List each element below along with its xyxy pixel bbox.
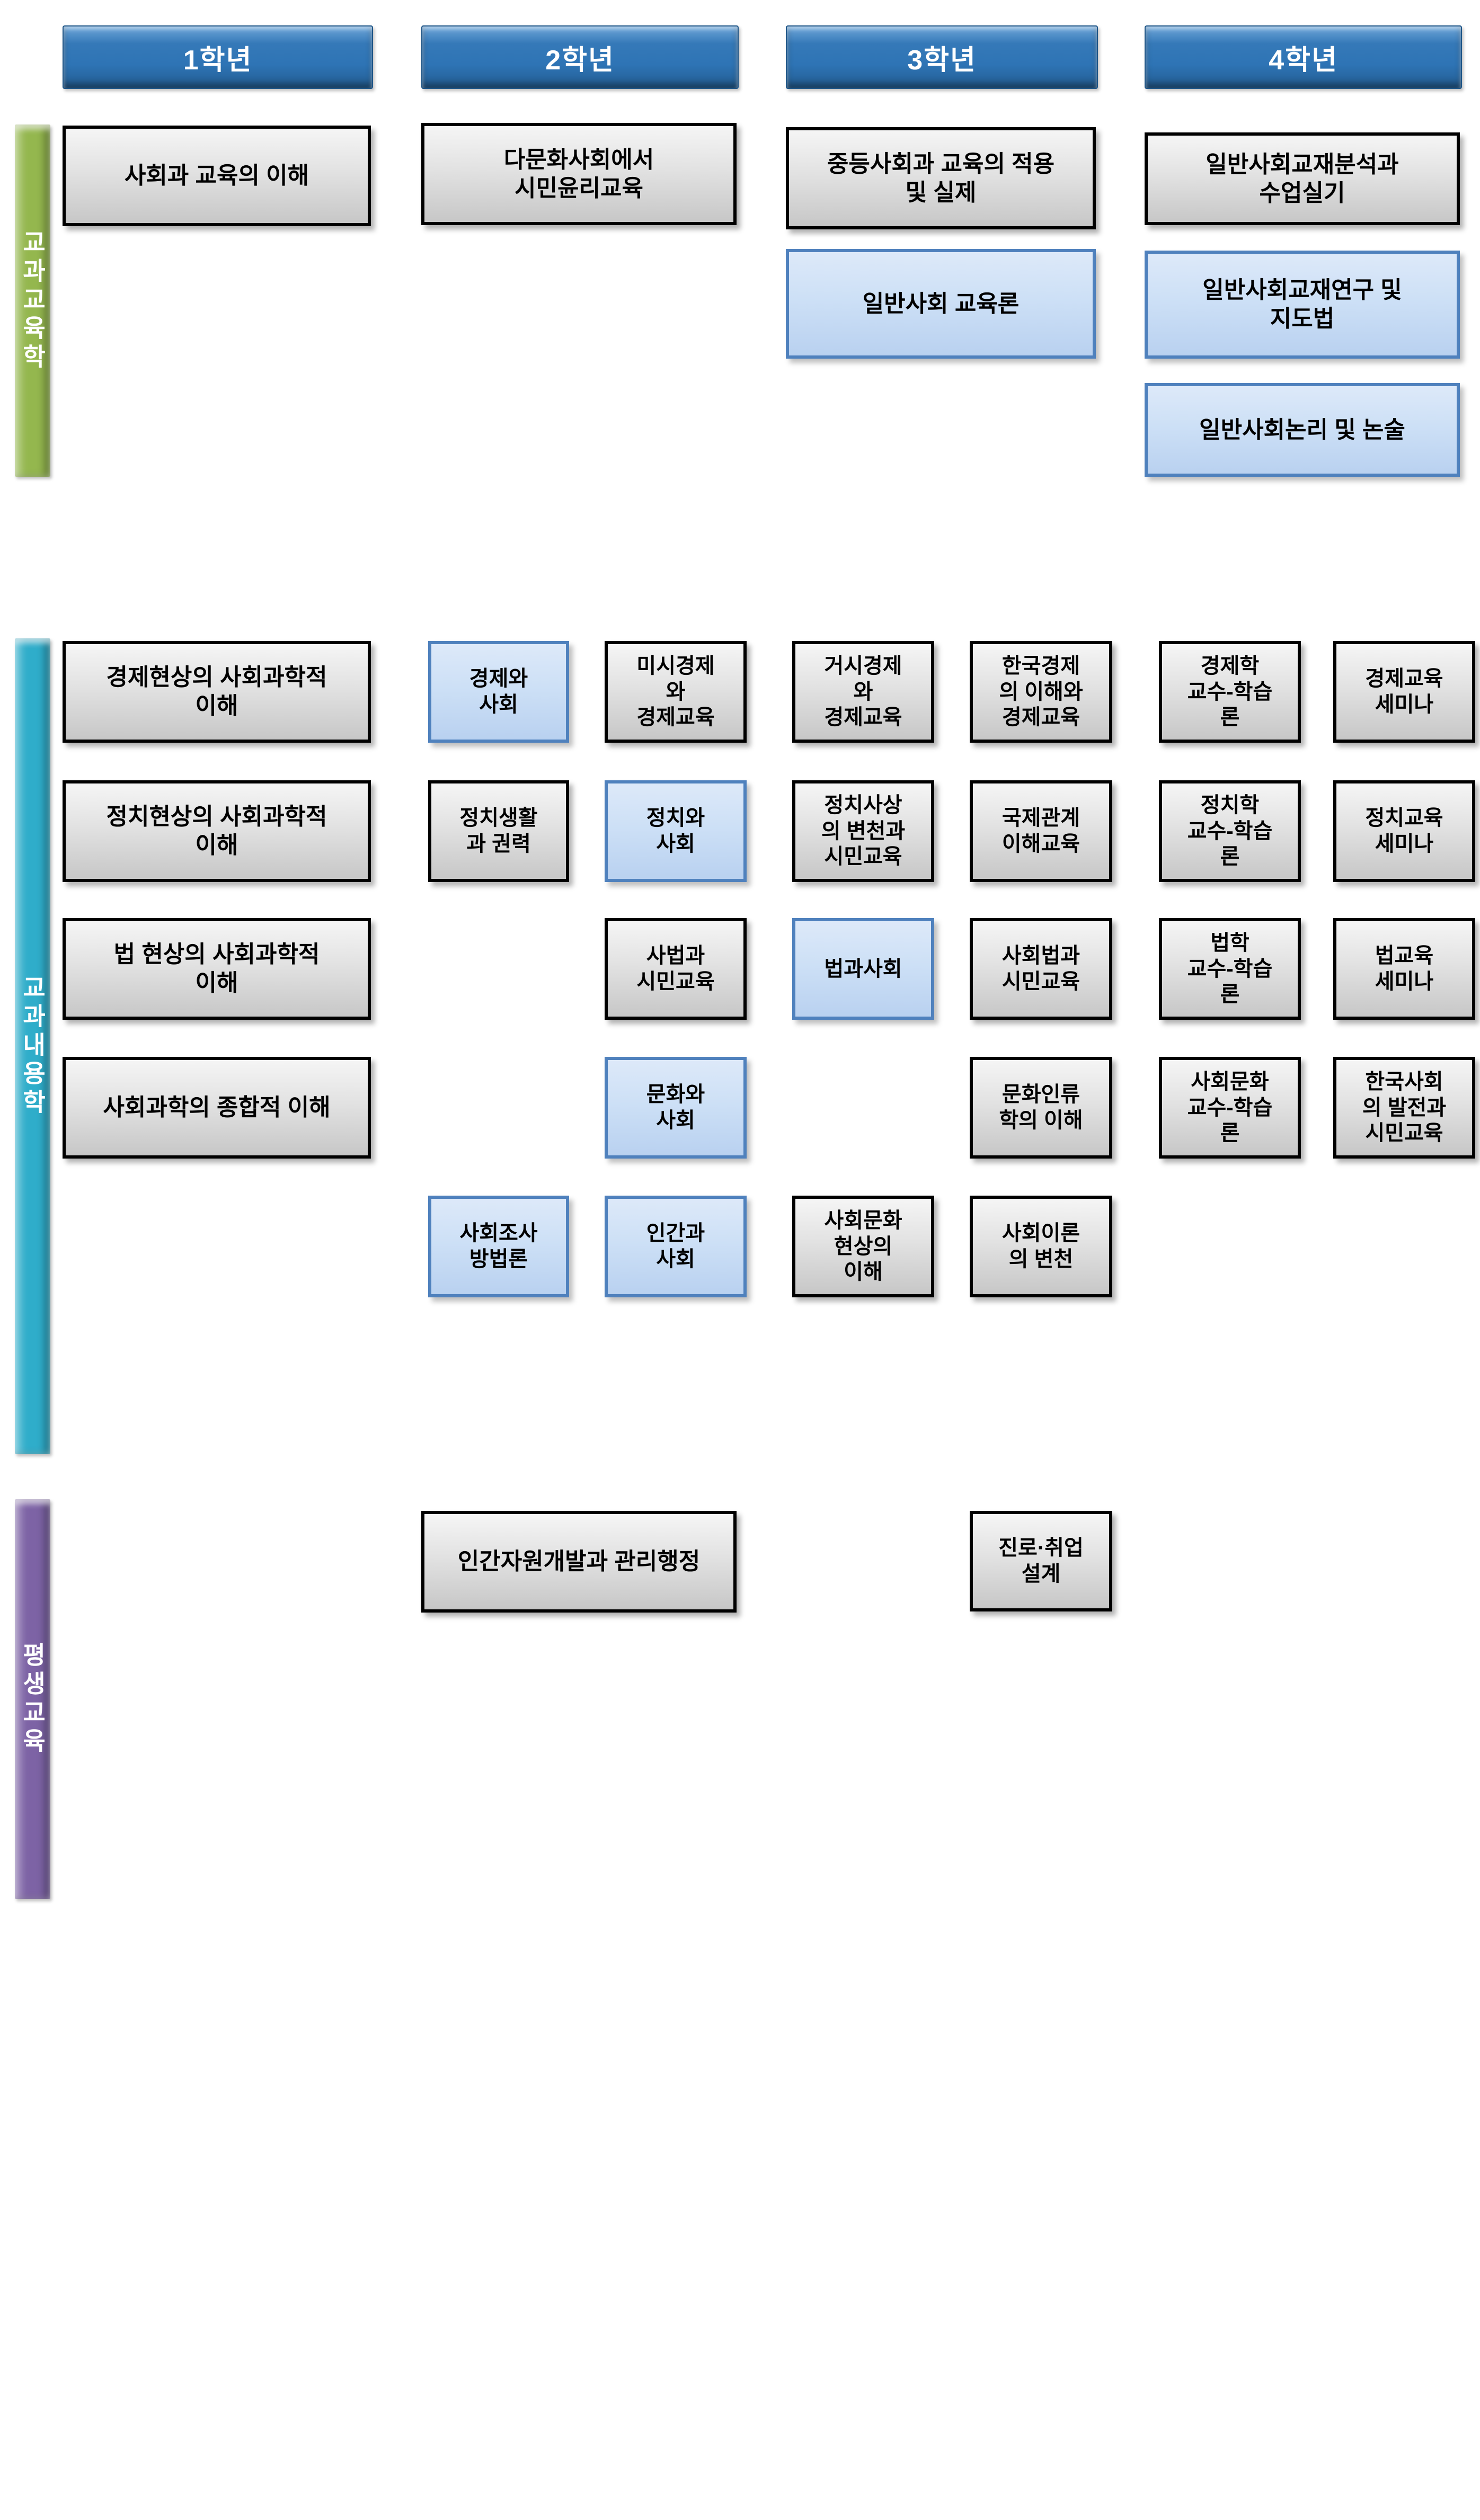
year-header-grade2: 2학년: [421, 25, 739, 89]
course-box-sociocultural-phenomena-understanding: 사회문화 현상의 이해: [792, 1196, 934, 1297]
course-box-law-phenomena-understanding: 법 현상의 사회과학적 이해: [63, 918, 371, 1020]
course-box-politics-phenomena-understanding: 정치현상의 사회과학적 이해: [63, 780, 371, 882]
course-box-law-education-seminar: 법교육 세미나: [1333, 918, 1475, 1020]
course-box-korean-economy-education: 한국경제 의 이해와 경제교육: [970, 641, 1112, 743]
course-box-career-employment-design: 진로·취업 설계: [970, 1511, 1112, 1611]
course-box-multicultural-civic-ethics: 다문화사회에서 시민윤리교육: [421, 123, 737, 225]
course-box-politics-teaching-learning: 정치학 교수-학습 론: [1159, 780, 1301, 882]
course-box-social-law-civic-education: 사회법과 시민교육: [970, 918, 1112, 1020]
course-box-social-research-methodology: 사회조사 방법론: [428, 1196, 569, 1297]
course-box-macro-economics-education: 거시경제 와 경제교육: [792, 641, 934, 743]
course-box-judiciary-civic-education: 사법과 시민교육: [605, 918, 747, 1020]
course-box-law-and-society: 법과사회: [792, 918, 934, 1020]
course-box-general-social-education-theory: 일반사회 교육론: [786, 249, 1096, 359]
course-box-law-teaching-learning: 법학 교수-학습 론: [1159, 918, 1301, 1020]
course-box-political-life-and-power: 정치생활 과 권력: [428, 780, 569, 882]
course-box-human-and-society: 인간과 사회: [605, 1196, 747, 1297]
course-box-economics-education-seminar: 경제교육 세미나: [1333, 641, 1475, 743]
course-box-hrd-management-admin: 인간자원개발과 관리행정: [421, 1511, 737, 1613]
course-box-korean-society-development: 한국사회 의 발전과 시민교육: [1333, 1057, 1475, 1159]
course-box-social-studies-understanding: 사회과 교육의 이해: [63, 126, 371, 226]
year-header-grade3: 3학년: [786, 25, 1098, 89]
course-box-social-science-comprehensive: 사회과학의 종합적 이해: [63, 1057, 371, 1159]
course-box-logic-and-essay: 일반사회논리 및 논술: [1145, 383, 1460, 477]
course-box-culture-and-society: 문화와 사회: [605, 1057, 747, 1159]
course-box-international-relations-education: 국제관계 이해교육: [970, 780, 1112, 882]
course-box-social-theory-change: 사회이론 의 변천: [970, 1196, 1112, 1297]
sidebar-lifelong-education: 평생교육: [15, 1499, 50, 1899]
year-header-grade1: 1학년: [63, 25, 373, 89]
sidebar-curriculum-pedagogy: 교과교육학: [15, 124, 50, 477]
course-box-textbook-research-methods: 일반사회교재연구 및 지도법: [1145, 251, 1460, 359]
course-box-secondary-application-practice: 중등사회과 교육의 적용 및 실제: [786, 127, 1096, 229]
course-box-micro-economics-education: 미시경제 와 경제교육: [605, 641, 747, 743]
year-header-grade4: 4학년: [1145, 25, 1462, 89]
course-box-economics-teaching-learning: 경제학 교수-학습 론: [1159, 641, 1301, 743]
course-box-politics-and-society: 정치와 사회: [605, 780, 747, 882]
course-box-cultural-anthropology-understanding: 문화인류 학의 이해: [970, 1057, 1112, 1159]
course-box-socioculture-teaching-learning: 사회문화 교수-학습 론: [1159, 1057, 1301, 1159]
course-box-politics-education-seminar: 정치교육 세미나: [1333, 780, 1475, 882]
course-box-textbook-analysis-teaching: 일반사회교재분석과 수업실기: [1145, 132, 1460, 225]
sidebar-content-studies: 교과내용학: [15, 638, 50, 1454]
course-box-economy-and-society: 경제와 사회: [428, 641, 569, 743]
course-box-political-thought-civic-education: 정치사상 의 변천과 시민교육: [792, 780, 934, 882]
course-box-econ-phenomena-understanding: 경제현상의 사회과학적 이해: [63, 641, 371, 743]
